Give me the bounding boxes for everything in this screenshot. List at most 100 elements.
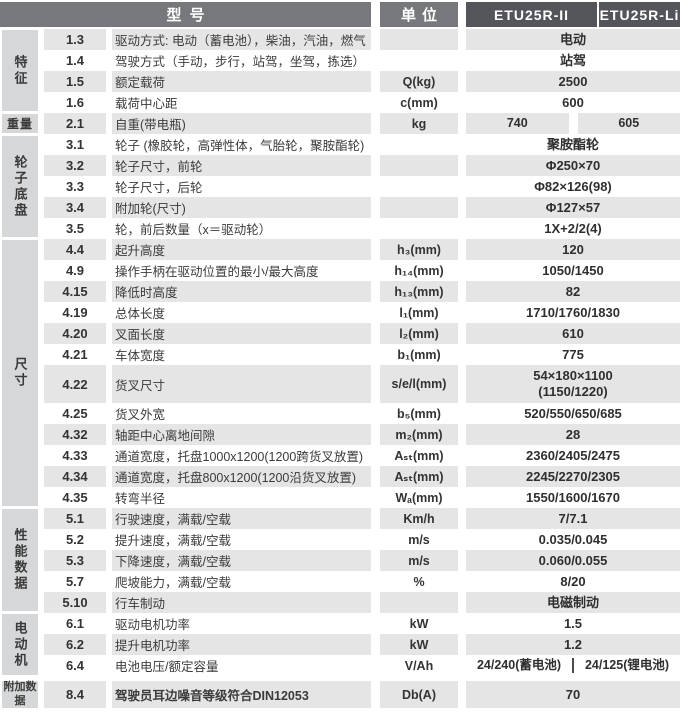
row-number: 4.19 bbox=[62, 305, 88, 320]
row-description: 货叉尺寸 bbox=[112, 365, 371, 403]
header-model-etu25r-ii: ETU25R-II bbox=[466, 2, 597, 27]
category-performance: 性能数据 bbox=[2, 509, 38, 611]
row-number: 4.34 bbox=[44, 466, 106, 487]
row-value: Φ127×57 bbox=[466, 197, 680, 218]
row-value: 24/240(蓄电池) 24/125(锂电池) bbox=[466, 655, 680, 676]
category-motor: 电动机 bbox=[2, 614, 38, 675]
table-row: 3.5 轮，前后数量（x＝驱动轮） 1X+2/2(4) bbox=[0, 218, 680, 239]
row-value: 站驾 bbox=[559, 52, 586, 68]
table-row: 1.4 驾驶方式（手动，步行，站驾，坐驾，拣选） 站驾 bbox=[0, 50, 680, 71]
table-row: 6.1 驱动电机功率 kW 1.5 bbox=[0, 613, 680, 634]
row-value-left: 24/240(蓄电池) bbox=[476, 658, 562, 672]
row-unit: Q(kg) bbox=[380, 71, 458, 92]
table-row: 5.1 行驶速度，满载/空载 Km/h 7/7.1 bbox=[0, 508, 680, 529]
table-row: 6.2 提升电机功率 kW 1.2 bbox=[0, 634, 680, 655]
row-number: 4.35 bbox=[62, 490, 88, 505]
row-unit: l₂(mm) bbox=[380, 323, 458, 344]
table-row: 1.3 驱动方式: 电动（蓄电池），柴油，汽油，燃气 电动 bbox=[0, 29, 680, 50]
row-description: 轮子尺寸，前轮 bbox=[112, 155, 371, 176]
row-unit: kg bbox=[380, 113, 458, 134]
table-row: 3.4 附加轮(尺寸) Φ127×57 bbox=[0, 197, 680, 218]
row-number: 4.33 bbox=[62, 448, 88, 463]
value-divider bbox=[572, 658, 574, 673]
row-number: 4.4 bbox=[44, 239, 106, 260]
row-number: 4.9 bbox=[65, 263, 85, 278]
row-value: 520/550/650/685 bbox=[524, 405, 622, 421]
row-description: 轮子尺寸，后轮 bbox=[115, 181, 203, 195]
row-unit bbox=[380, 592, 458, 613]
row-description: 总体长度 bbox=[115, 307, 166, 321]
row-description: 驾驶方式（手动，步行，站驾，坐驾，拣选） bbox=[115, 55, 366, 69]
row-unit bbox=[380, 134, 458, 155]
row-number: 1.4 bbox=[65, 53, 85, 68]
table-row: 8.4 驾驶员耳边噪音等级符合DIN12053 Db(A) 70 bbox=[0, 681, 680, 708]
table-row: 5.10 行车制动 电磁制动 bbox=[0, 592, 680, 613]
row-value: 600 bbox=[562, 94, 584, 110]
row-value: 1.5 bbox=[563, 615, 583, 631]
row-number: 6.4 bbox=[65, 658, 85, 673]
row-value: 1050/1450 bbox=[542, 262, 604, 278]
row-unit: b₁(mm) bbox=[397, 347, 441, 362]
row-value: 2245/2270/2305 bbox=[466, 466, 680, 487]
category-dimensions: 尺寸 bbox=[2, 240, 38, 506]
row-number: 8.4 bbox=[44, 681, 106, 708]
row-value: 0.035/0.045 bbox=[538, 531, 608, 547]
row-description: 载荷中心距 bbox=[115, 97, 178, 111]
row-unit: Db(A) bbox=[380, 681, 458, 708]
row-description: 货叉外宽 bbox=[115, 408, 166, 422]
row-number: 4.22 bbox=[44, 365, 106, 403]
row-number: 3.2 bbox=[44, 155, 106, 176]
row-value: 120 bbox=[466, 239, 680, 260]
spec-rows: 1.3 驱动方式: 电动（蓄电池），柴油，汽油，燃气 电动 1.4 驾驶方式（手… bbox=[0, 29, 680, 708]
row-number: 3.3 bbox=[65, 179, 85, 194]
row-unit bbox=[380, 197, 458, 218]
row-number: 5.10 bbox=[44, 592, 106, 613]
table-row: 5.2 提升速度，满载/空载 m/s 0.035/0.045 bbox=[0, 529, 680, 550]
row-unit: l₁(mm) bbox=[399, 305, 439, 320]
row-unit: Wₐ(mm) bbox=[395, 490, 443, 505]
header-unit-col: 单位 bbox=[380, 2, 458, 27]
table-row: 4.9 操作手柄在驱动位置的最小/最大高度 h₁₄(mm) 1050/1450 bbox=[0, 260, 680, 281]
row-unit: kW bbox=[409, 616, 429, 631]
row-unit: c(mm) bbox=[400, 95, 438, 110]
row-value: 电磁制动 bbox=[466, 592, 680, 613]
row-number: 5.2 bbox=[65, 532, 85, 547]
table-header: 型号 单位 ETU25R-II ETU25R-Li bbox=[0, 2, 680, 27]
row-unit: kW bbox=[380, 634, 458, 655]
row-unit: b₅(mm) bbox=[397, 406, 441, 421]
row-unit: s/e/l(mm) bbox=[380, 365, 458, 403]
row-value: 28 bbox=[466, 424, 680, 445]
row-unit: h₃(mm) bbox=[380, 239, 458, 260]
row-number: 4.32 bbox=[44, 424, 106, 445]
row-value: 0.060/0.055 bbox=[466, 550, 680, 571]
table-row: 3.2 轮子尺寸，前轮 Φ250×70 bbox=[0, 155, 680, 176]
row-unit: V/Ah bbox=[404, 658, 434, 673]
row-value-right: 24/125(锂电池) bbox=[584, 658, 670, 672]
category-wheels-chassis: 轮子底盘 bbox=[2, 136, 38, 237]
category-additional-data: 附加数据 bbox=[2, 681, 38, 708]
row-description: 轮，前后数量（x＝驱动轮） bbox=[115, 223, 272, 237]
category-features: 特征 bbox=[2, 30, 38, 111]
row-unit: m/s bbox=[408, 532, 430, 547]
row-unit bbox=[380, 50, 458, 71]
table-row: 4.32 轴距中心离地间隙 m₂(mm) 28 bbox=[0, 424, 680, 445]
table-row: 4.21 车体宽度 b₁(mm) 775 bbox=[0, 344, 680, 365]
row-value: 740 605 bbox=[466, 113, 680, 134]
row-description: 爬坡能力，满载/空载 bbox=[115, 576, 231, 590]
row-value: 1550/1600/1670 bbox=[526, 489, 620, 505]
table-row: 5.3 下降速度，满载/空载 m/s 0.060/0.055 bbox=[0, 550, 680, 571]
header-model-col: 型号 bbox=[0, 2, 371, 27]
row-unit bbox=[380, 29, 458, 50]
table-row: 4.25 货叉外宽 b₅(mm) 520/550/650/685 bbox=[0, 403, 680, 424]
row-number: 4.25 bbox=[62, 406, 88, 421]
row-value: 70 bbox=[466, 681, 680, 708]
row-value-left: 740 bbox=[466, 113, 569, 134]
row-unit: m₂(mm) bbox=[380, 424, 458, 445]
table-row: 4.34 通道宽度，托盘800x1200(1200沿货叉放置) Aₛₜ(mm) … bbox=[0, 466, 680, 487]
row-description: 电池电压/额定容量 bbox=[115, 660, 219, 674]
row-unit: h₁₄(mm) bbox=[394, 263, 444, 278]
table-row: 4.20 叉面长度 l₂(mm) 610 bbox=[0, 323, 680, 344]
row-description: 通道宽度，托盘800x1200(1200沿货叉放置) bbox=[112, 466, 371, 487]
table-row: 1.5 额定载荷 Q(kg) 2500 bbox=[0, 71, 680, 92]
